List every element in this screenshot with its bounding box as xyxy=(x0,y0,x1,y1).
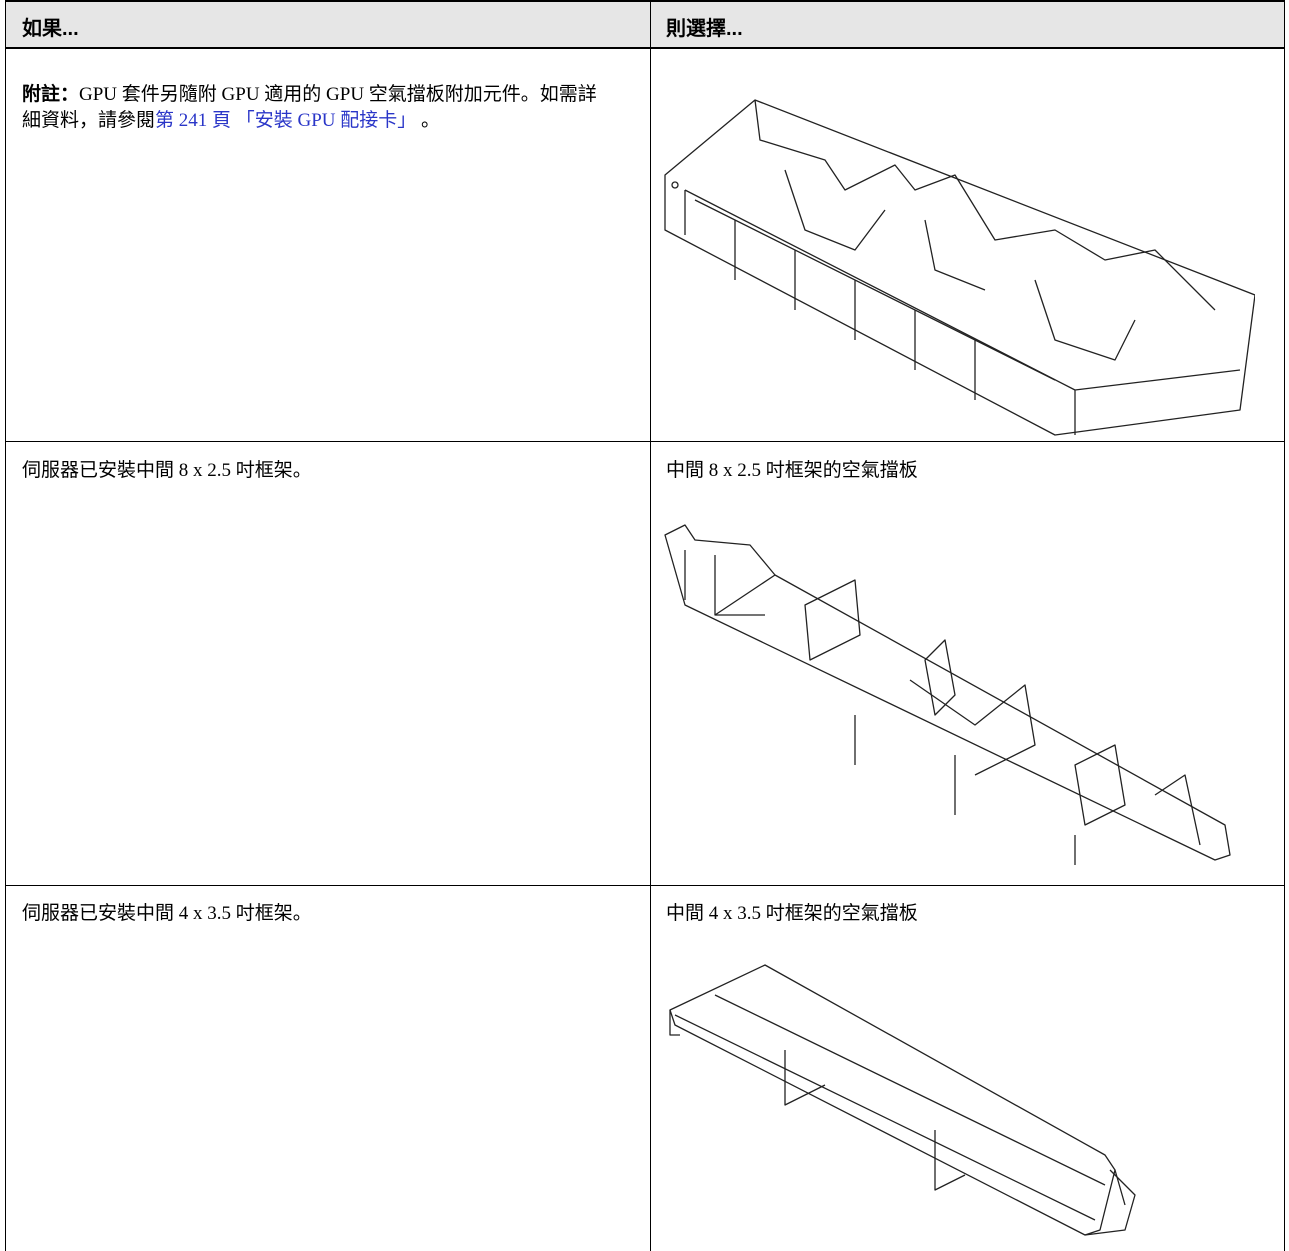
condition: 中間 4 x 3.5 吋框架的空氣擋板 xyxy=(666,903,918,924)
note-text: GPU 套件另隨附 GPU 適用的 GPU 空氣擋板附加元件。如需詳細資料，請參… xyxy=(22,84,597,131)
border xyxy=(5,441,1285,442)
column-header: 如果... xyxy=(22,18,79,40)
border xyxy=(5,885,1285,886)
border xyxy=(5,0,6,1251)
note: 附註：GPU 套件另隨附 GPU 適用的 GPU 空氣擋板附加元件。如需詳細資料… xyxy=(22,82,612,134)
header-background xyxy=(5,0,1285,48)
border xyxy=(5,0,1285,2)
note-end: 。 xyxy=(416,110,441,131)
8x2.5-air-baffle-illustration xyxy=(664,524,1231,865)
choice: 中間 8 x 2.5 吋框架的空氣擋板 xyxy=(666,460,918,481)
column-header: 則選擇... xyxy=(666,18,743,40)
4x3.5-air-baffle-illustration xyxy=(669,964,1136,1236)
choice: 伺服器已安裝中間 4 x 3.5 吋框架。 xyxy=(22,903,312,924)
gpu-air-baffle-illustration xyxy=(664,99,1255,436)
border xyxy=(5,47,1285,49)
border xyxy=(650,0,651,1251)
condition: 伺服器已安裝中間 8 x 2.5 吋框架。 xyxy=(22,460,312,481)
link[interactable]: 第 241 頁 「安裝 GPU 配接卡」 xyxy=(155,110,417,131)
note-label: 附註： xyxy=(22,84,80,105)
border xyxy=(1284,0,1285,1251)
